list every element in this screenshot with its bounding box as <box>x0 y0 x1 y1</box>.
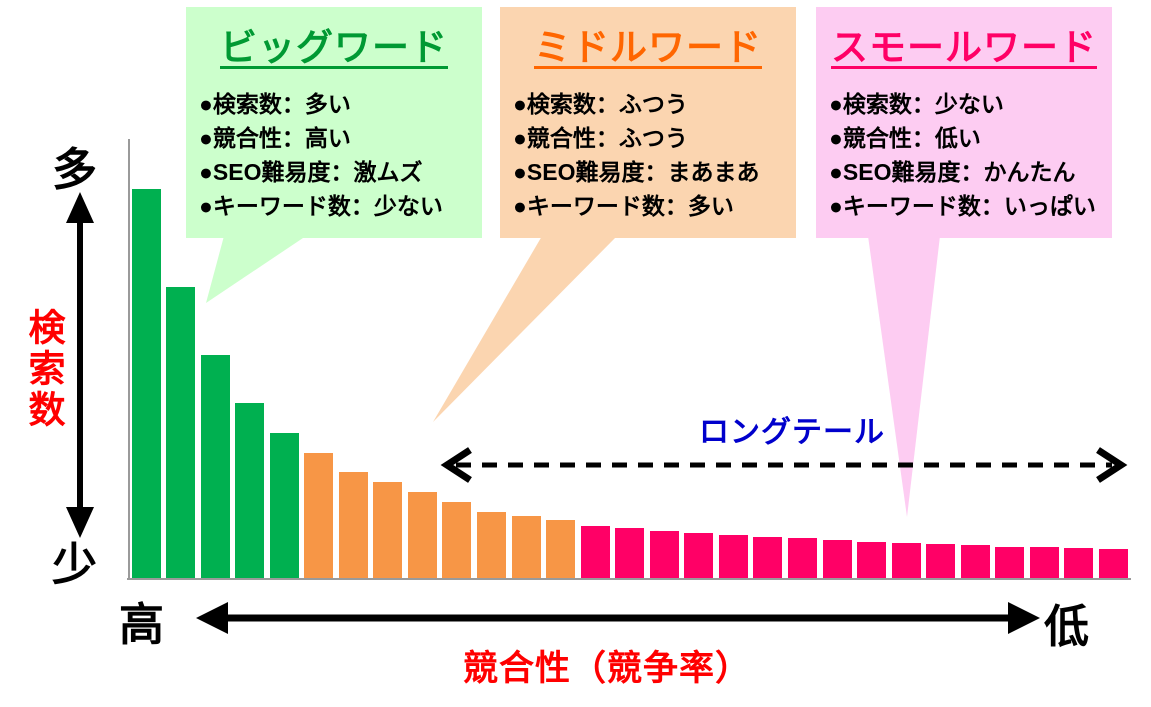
bar-big <box>235 403 265 578</box>
bullet-seo-difficulty: ●SEO難易度：激ムズ <box>199 159 423 185</box>
x-axis-low-label: 低 <box>1044 601 1090 652</box>
bullet-seo-difficulty: ●SEO難易度：かんたん <box>829 159 1076 185</box>
bar-middle <box>407 492 437 578</box>
bar-middle <box>338 472 368 578</box>
x-axis-high-label: 高 <box>119 599 165 650</box>
bar-small <box>995 547 1025 578</box>
bar-big <box>200 355 230 578</box>
bar-big <box>269 433 299 578</box>
middle-word-callout: ミドルワード ●検索数：ふつう ●競合性：ふつう ●SEO難易度：まあまあ ●キ… <box>500 7 796 238</box>
small-word-bullets: ●検索数：少ない ●競合性：低い ●SEO難易度：かんたん ●キーワード数：いっ… <box>816 87 1112 223</box>
bar-middle <box>373 482 403 578</box>
bar-small <box>684 533 714 578</box>
small-word-title: スモールワード <box>831 27 1097 68</box>
bar-big <box>166 287 196 578</box>
bar-small <box>926 544 956 578</box>
bullet-competition: ●競合性：高い <box>199 125 351 151</box>
bar-small <box>649 531 679 578</box>
middle-word-bullets: ●検索数：ふつう ●競合性：ふつう ●SEO難易度：まあまあ ●キーワード数：多… <box>500 87 796 223</box>
bar-small <box>822 540 852 578</box>
bar-middle <box>546 520 576 578</box>
bar-small <box>960 545 990 578</box>
bar-middle <box>442 502 472 578</box>
x-baseline <box>127 578 1131 580</box>
bar-small <box>580 526 610 578</box>
bar-small <box>891 543 921 578</box>
bullet-competition: ●競合性：ふつう <box>513 125 688 151</box>
bar-small <box>753 537 783 578</box>
bullet-keyword-count: ●キーワード数：多い <box>513 193 734 219</box>
big-word-title: ビッグワード <box>220 27 448 68</box>
bar-small <box>787 538 817 578</box>
bullet-competition: ●競合性：低い <box>829 125 981 151</box>
bullet-keyword-count: ●キーワード数：いっぱい <box>829 193 1096 219</box>
bar-big <box>131 189 161 578</box>
bar-small <box>857 542 886 578</box>
bar-small <box>1064 548 1094 578</box>
longtail-label: ロングテール <box>699 416 885 449</box>
bullet-keyword-count: ●キーワード数：少ない <box>199 193 443 219</box>
bar-middle <box>477 512 506 578</box>
bar-small <box>615 528 645 578</box>
bar-middle <box>511 516 541 578</box>
bar-small <box>1098 549 1128 578</box>
y-axis-max-label: 多 <box>52 144 98 195</box>
bullet-search-volume: ●検索数：ふつう <box>513 91 688 117</box>
big-word-callout: ビッグワード ●検索数：多い ●競合性：高い ●SEO難易度：激ムズ ●キーワー… <box>186 7 482 238</box>
bar-small <box>1029 547 1059 578</box>
big-word-bullets: ●検索数：多い ●競合性：高い ●SEO難易度：激ムズ ●キーワード数：少ない <box>186 87 482 223</box>
y-axis-min-label: 少 <box>52 539 98 590</box>
small-word-callout: スモールワード ●検索数：少ない ●競合性：低い ●SEO難易度：かんたん ●キ… <box>816 7 1112 238</box>
y-axis-line <box>128 139 130 579</box>
bar-middle <box>304 453 334 578</box>
x-axis-title: 競合性（競争率） <box>463 649 752 688</box>
bullet-search-volume: ●検索数：多い <box>199 91 351 117</box>
bullet-seo-difficulty: ●SEO難易度：まあまあ <box>513 159 760 185</box>
middle-word-title: ミドルワード <box>534 27 762 68</box>
bullet-search-volume: ●検索数：少ない <box>829 91 1004 117</box>
bar-small <box>718 535 748 578</box>
y-axis-title: 検索数 <box>23 308 64 431</box>
